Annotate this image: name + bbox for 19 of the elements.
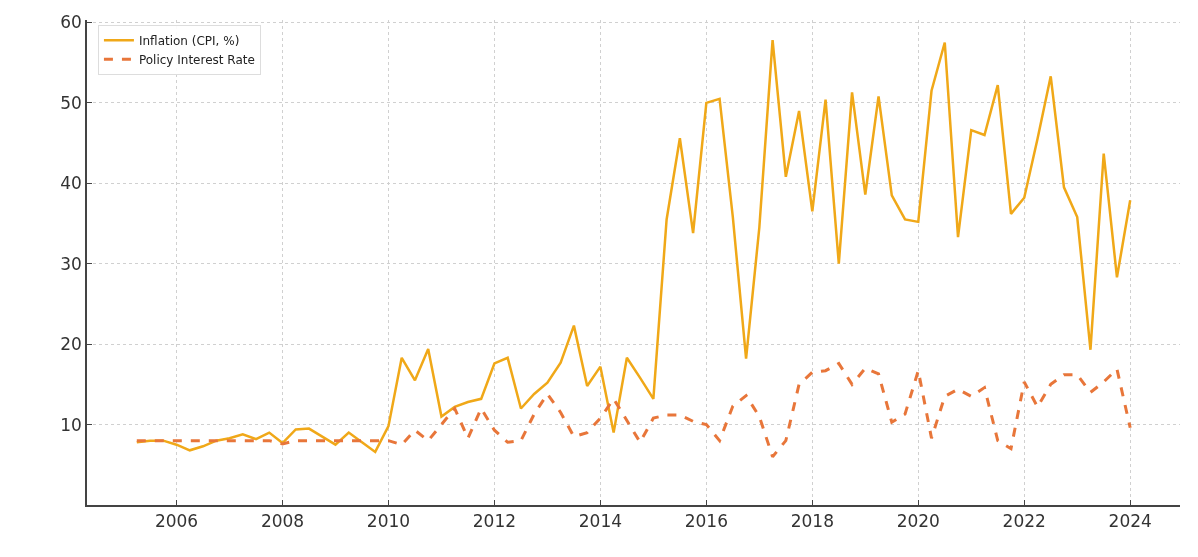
line-series (135, 361, 1132, 459)
x-tick-label: 2024 (1108, 511, 1152, 532)
x-tick-label: 2010 (366, 511, 411, 532)
legend-label: Inflation (CPI, %) (138, 34, 240, 49)
x-tick-label: 2014 (578, 511, 623, 532)
legend-label: Policy Interest Rate (138, 53, 255, 68)
y-tick-label: 50 (60, 92, 82, 113)
x-tick-label: 2008 (260, 511, 305, 532)
x-tick-label: 2016 (684, 511, 728, 532)
y-tick-label: 60 (60, 12, 82, 33)
x-tick-label: 2022 (1002, 511, 1046, 532)
x-tick-label: 2006 (154, 511, 199, 532)
x-tick-label: 2012 (472, 511, 517, 532)
y-tick-label: 40 (60, 173, 82, 194)
y-tick-label: 20 (60, 334, 82, 355)
x-tick-label: 2020 (896, 511, 940, 532)
y-tick-label: 10 (60, 414, 82, 435)
y-tick-label: 30 (60, 253, 82, 274)
x-tick-label: 2018 (790, 511, 834, 532)
